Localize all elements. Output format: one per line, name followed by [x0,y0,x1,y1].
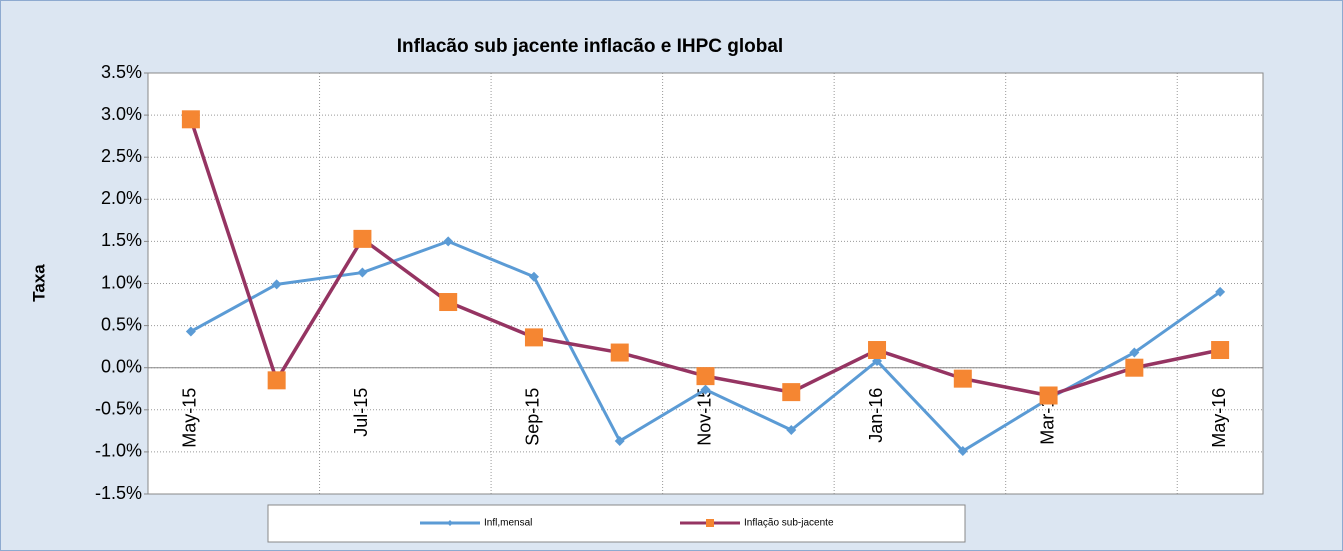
marker [868,341,887,360]
y-tick-label: 1.5% [101,230,142,250]
marker [357,267,368,278]
marker [353,229,372,248]
y-tick-label: 3.0% [101,104,142,124]
x-tick-label: Jan-16 [866,388,886,443]
marker [696,367,715,386]
y-axis-title: Taxa [29,264,48,302]
marker [1125,358,1144,377]
legend-marker [706,519,714,527]
marker [614,435,625,446]
x-tick-label: May-15 [180,388,200,448]
legend-marker [447,520,453,526]
y-tick-label: 2.0% [101,188,142,208]
x-tick-label: Sep-15 [523,388,543,446]
marker [782,383,801,402]
legend-label: Inflação sub-jacente [744,518,834,529]
chart-title: Inflacão sub jacente inflacão e IHPC glo… [397,36,783,57]
marker [953,369,972,388]
y-tick-label: -0.5% [95,399,142,419]
marker [185,326,196,337]
marker [528,271,539,282]
plot-border [147,72,1264,495]
y-tick-label: 0.5% [101,314,142,334]
legend [267,504,966,543]
marker [271,279,282,290]
marker [524,328,543,347]
marker [786,425,797,436]
y-tick-label: 1.0% [101,272,142,292]
marker [1211,341,1230,360]
marker [1039,386,1058,405]
y-tick-label: 3.5% [101,62,142,82]
marker [1215,286,1226,297]
x-tick-label: May-16 [1209,388,1229,448]
marker [700,384,711,395]
x-tick-label: Nov-15 [694,388,714,446]
y-tick-label: 0.0% [101,356,142,376]
marker [1129,347,1140,358]
y-tick-label: -1.5% [95,483,142,503]
marker [957,446,968,457]
marker [181,110,200,129]
y-tick-label: -1.0% [95,441,142,461]
marker [443,236,454,247]
marker [267,371,286,390]
y-tick-label: 2.5% [101,146,142,166]
marker [610,343,629,362]
marker [439,293,458,312]
x-tick-label: Jul-15 [351,388,371,437]
legend-label: Infl,mensal [484,518,532,529]
